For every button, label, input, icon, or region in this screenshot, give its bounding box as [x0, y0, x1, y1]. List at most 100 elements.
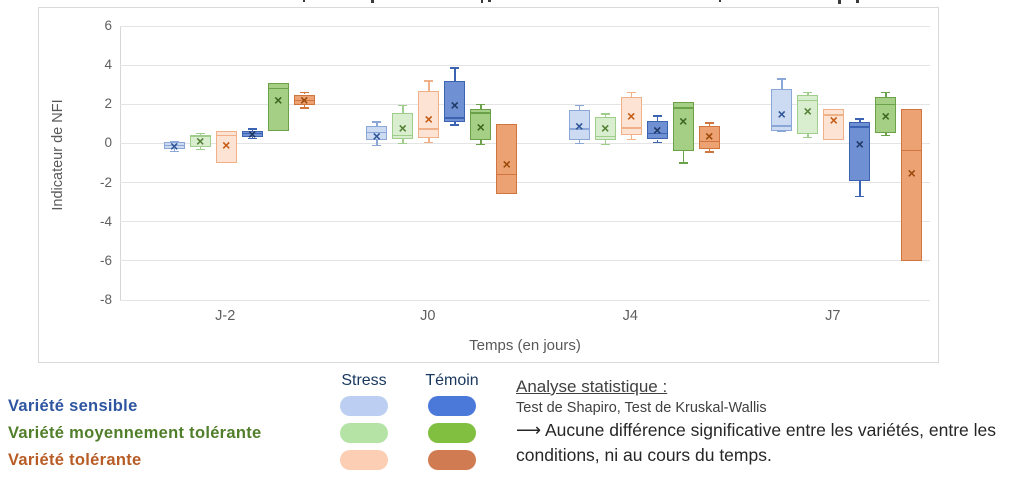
lower-whisker-cap — [450, 124, 460, 126]
median-line — [620, 127, 642, 129]
upper-whisker-cap — [476, 103, 486, 106]
median-line — [189, 135, 211, 138]
mean-marker: × — [222, 137, 231, 154]
median-line — [267, 87, 289, 90]
boxplot-box — [215, 130, 237, 163]
mean-marker: × — [398, 119, 407, 136]
lower-whisker — [578, 140, 580, 144]
mean-marker: × — [881, 108, 890, 125]
chart-panel — [38, 7, 939, 363]
legend-column-header-temoin: Témoin — [425, 372, 479, 389]
lower-whisker-cap — [574, 142, 584, 145]
median-line — [594, 135, 616, 138]
x-tick-label: J0 — [420, 308, 436, 324]
mean-marker: × — [575, 117, 584, 134]
legend-swatch-temoin-2 — [428, 423, 476, 443]
lower-whisker-cap — [600, 143, 610, 146]
lower-whisker — [251, 136, 253, 139]
boxplot-box — [267, 82, 289, 131]
legend-label-3: Variété tolérante — [8, 451, 142, 469]
clipped-text-fragment — [303, 0, 305, 2]
median-line — [646, 132, 668, 135]
lower-whisker — [173, 149, 175, 152]
boxplot-box — [594, 117, 616, 141]
clipped-text-fragment — [856, 0, 859, 3]
legend-swatch-stress-2 — [340, 423, 388, 443]
upper-whisker-cap — [195, 132, 205, 135]
x-tick-label: J-2 — [215, 308, 236, 324]
upper-whisker — [859, 118, 861, 122]
lower-whisker-cap — [855, 195, 865, 198]
boxplot-box — [901, 109, 923, 261]
analysis-conclusion-line: ⟶ Aucune différence significative entre … — [516, 420, 997, 466]
mean-marker: × — [705, 127, 714, 144]
gridline — [120, 182, 930, 184]
lower-whisker-cap — [626, 138, 636, 141]
boxplot-box — [849, 121, 871, 181]
upper-whisker — [251, 128, 253, 131]
legend-swatch-stress-3 — [340, 450, 388, 470]
upper-whisker-cap — [169, 140, 179, 143]
mean-marker: × — [777, 106, 786, 123]
median-line — [470, 112, 492, 114]
upper-whisker — [656, 116, 658, 121]
legend-label-1: Variété sensible — [8, 397, 138, 415]
gridline — [120, 221, 930, 223]
mean-marker: × — [803, 103, 812, 120]
clipped-text-fragment — [488, 0, 491, 2]
y-tick-label: -8 — [99, 292, 112, 307]
analysis-tests-line: Test de Shapiro, Test de Kruskal-Wallis — [516, 400, 767, 416]
legend-label-2: Variété moyennement tolérante — [8, 424, 262, 442]
lower-whisker — [454, 121, 456, 125]
boxplot-box — [496, 123, 518, 195]
mean-marker: × — [502, 155, 511, 172]
gridline — [120, 103, 930, 105]
y-tick-label: 4 — [104, 57, 112, 73]
analysis-block: Analyse statistique : Test de Shapiro, T… — [516, 377, 1032, 469]
lower-whisker-cap — [678, 162, 688, 164]
lower-whisker-cap — [299, 107, 309, 109]
upper-whisker-cap — [398, 104, 408, 106]
upper-whisker — [708, 122, 710, 126]
boxplot-box — [698, 125, 720, 150]
upper-whisker-cap — [855, 118, 865, 120]
upper-whisker — [885, 92, 887, 98]
boxplot-box — [672, 102, 694, 152]
boxplot-box — [444, 80, 466, 122]
lower-whisker-cap — [777, 130, 787, 133]
upper-whisker — [303, 92, 305, 95]
boxplot-box — [470, 109, 492, 141]
x-tick-label: J7 — [825, 308, 841, 324]
boxplot-box — [189, 134, 211, 148]
x-axis-title: Temps (en jours) — [469, 337, 581, 354]
lower-whisker-cap — [247, 137, 257, 140]
mean-marker: × — [627, 108, 636, 125]
y-tick-label: -4 — [99, 213, 112, 229]
lower-whisker-cap — [881, 134, 891, 137]
median-line — [901, 149, 923, 152]
upper-whisker — [402, 105, 404, 114]
gridline — [120, 299, 930, 301]
upper-whisker — [781, 78, 783, 89]
clipped-text-fragment — [481, 0, 483, 3]
lower-whisker — [807, 133, 809, 138]
clipped-text-fragment — [371, 0, 374, 3]
mean-marker: × — [476, 118, 485, 135]
legend-swatch-stress-1 — [340, 396, 388, 416]
gridline — [120, 142, 930, 144]
boxplot-box — [620, 97, 642, 135]
mean-marker: × — [679, 112, 688, 129]
lower-whisker-cap — [398, 142, 408, 145]
median-line — [418, 128, 440, 130]
y-tick-label: -6 — [99, 252, 112, 268]
mean-marker: × — [601, 119, 610, 136]
lower-whisker — [630, 134, 632, 140]
upper-whisker-cap — [777, 78, 787, 80]
upper-whisker-cap — [626, 91, 636, 94]
mean-marker: × — [829, 111, 838, 128]
upper-whisker-cap — [247, 128, 257, 130]
median-line — [568, 128, 590, 130]
lower-whisker-cap — [169, 150, 179, 152]
upper-whisker-cap — [704, 122, 714, 124]
mean-marker: × — [653, 121, 662, 138]
